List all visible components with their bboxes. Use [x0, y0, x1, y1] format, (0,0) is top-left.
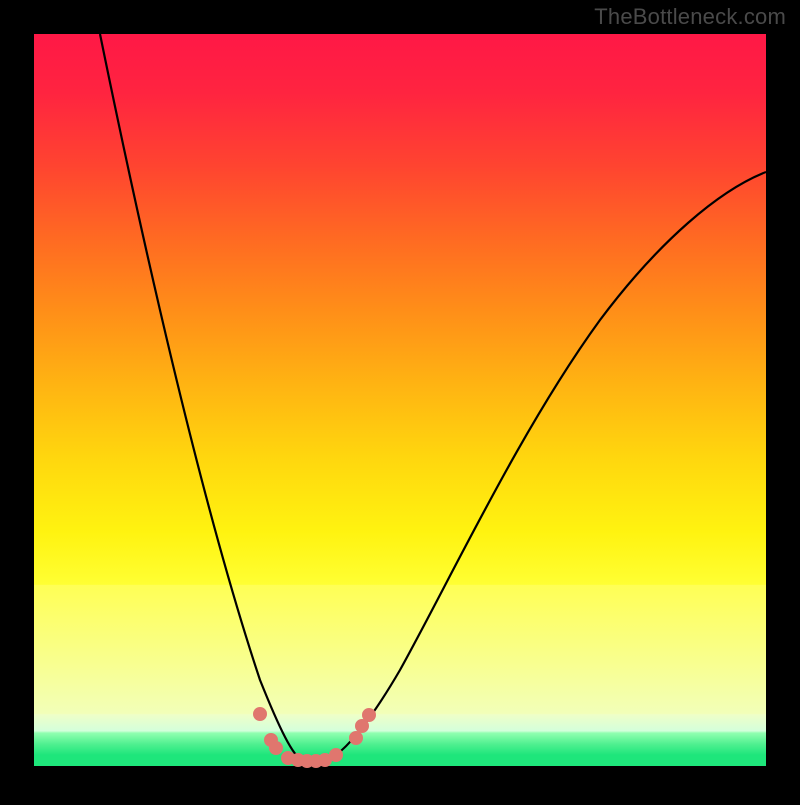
chart-svg [0, 0, 800, 800]
watermark-text: TheBottleneck.com [594, 4, 786, 30]
marker-point [254, 708, 267, 721]
marker-point [350, 732, 363, 745]
marker-point [270, 742, 283, 755]
bottleneck-chart [0, 0, 800, 805]
marker-point [363, 709, 376, 722]
gradient-background [34, 34, 766, 766]
marker-point [330, 749, 343, 762]
